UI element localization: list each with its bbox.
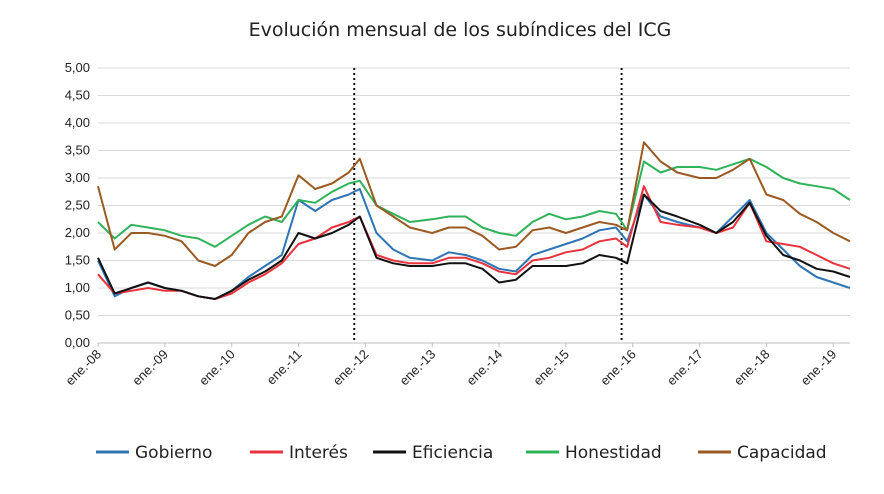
y-tick-labels: 0,00 0,50 1,00 1,50 2,00 2,50 3,00 3,50 4,00 4,50… [65,60,90,350]
x-tick-label: ene.-12 [330,347,372,389]
y-tick-label: 1,50 [65,253,90,268]
x-tick-label: ene.-11 [264,347,305,388]
y-tick-label: 2,00 [65,225,90,240]
y-tick-label: 0,50 [65,308,90,323]
chart-title: Evolución mensual de los subíndices del … [249,19,672,41]
x-tick-label: ene.-13 [397,347,439,389]
legend-label: Honestidad [565,443,662,463]
x-tick-label: ene.-16 [597,347,639,389]
y-tick-label: 1,00 [65,280,90,295]
legend: Gobierno Interés Eficiencia Honestidad Capac… [96,443,827,463]
x-tick-label: ene.-15 [530,347,572,389]
x-tick-label: ene.-14 [463,347,505,389]
vertical-markers [353,68,623,343]
y-tick-label: 2,50 [65,198,90,213]
y-tick-label: 3,50 [65,143,90,158]
y-tick-label: 3,00 [65,170,90,185]
y-tick-label: 0,00 [65,335,90,350]
series-line-eficiencia [97,193,851,300]
y-tick-label: 4,50 [65,88,90,103]
x-tick-label: ene.-18 [731,347,773,389]
x-tick-label: ene.-08 [62,347,104,389]
x-tick-label: ene.-10 [196,347,238,389]
legend-label: Gobierno [135,443,212,463]
legend-label: Capacidad [737,443,827,463]
x-tick-label: ene.-17 [664,347,706,389]
y-tick-label: 4,00 [65,115,90,130]
series-line-honestidad [97,157,851,248]
x-tick-label: ene.-09 [129,347,171,389]
legend-label: Eficiencia [412,443,493,463]
series-lines [97,141,851,300]
x-tick-labels: ene.-08 ene.-09 ene.-10 ene.-11 ene.-12 ene.-… [62,343,839,388]
gridlines [98,67,850,344]
x-tick-label: ene.-19 [798,347,840,389]
series-line-interes [97,185,851,300]
y-tick-label: 5,00 [65,60,90,75]
legend-label: Interés [289,443,348,463]
series-line-capacidad [97,141,851,267]
